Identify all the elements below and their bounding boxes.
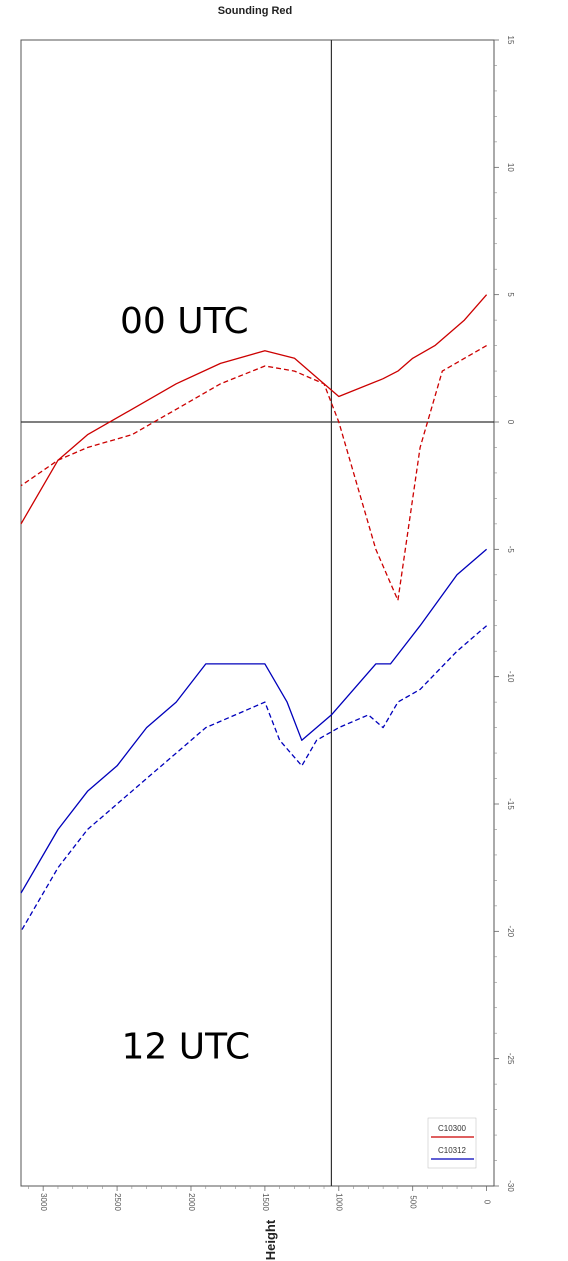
y-tick-label: 2000: [187, 1193, 196, 1211]
legend-box: [427, 1117, 477, 1169]
x-tick-label: 15: [506, 36, 515, 45]
x-tick-label: -15: [506, 798, 515, 810]
series-line-c10300-dashed: [20, 345, 487, 601]
series-line-c10312-dashed: [20, 625, 488, 932]
series-line-c10312-solid: [20, 548, 488, 894]
series-line-c10300-solid: [20, 294, 488, 525]
x-tick-label: -5: [506, 546, 515, 554]
y-tick-label: 1000: [335, 1193, 344, 1211]
x-tick-label: -10: [506, 671, 515, 683]
x-tick-label: 5: [506, 292, 515, 297]
series-layer: [20, 294, 488, 932]
y-tick-label: 2500: [113, 1193, 122, 1211]
y-tick-label: 0: [483, 1200, 492, 1205]
x-tick-label: 0: [506, 420, 515, 425]
y-axis: 0 500 1000 1500 2000 2500 3000: [28, 1186, 492, 1211]
annotation-12-utc: 12 UTC: [122, 1027, 251, 1068]
x-axis: -30 -25 -20 -15 -10 -5 0 5 10 15: [494, 36, 515, 1192]
plot-frame: [20, 39, 495, 1187]
legend-label-c10300: C10300: [438, 1124, 467, 1133]
chart-title: Sounding Red: [218, 5, 293, 17]
y-axis-title: Height: [263, 1219, 278, 1260]
x-tick-label: 10: [506, 163, 515, 172]
x-tick-label: -20: [506, 926, 515, 938]
y-tick-label: 3000: [39, 1193, 48, 1211]
y-tick-label: 1500: [261, 1193, 270, 1211]
annotation-00-utc: 00 UTC: [120, 301, 249, 342]
x-tick-label: -25: [506, 1053, 515, 1065]
x-tick-label: -30: [506, 1180, 515, 1192]
y-tick-label: 500: [409, 1195, 418, 1209]
legend: C10300 C10312: [427, 1117, 477, 1169]
reference-lines: [21, 40, 494, 1186]
legend-label-c10312: C10312: [438, 1146, 467, 1155]
